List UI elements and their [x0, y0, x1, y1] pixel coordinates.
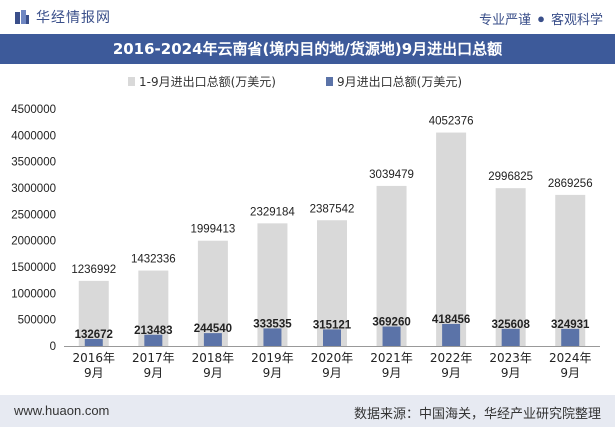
data-label-september: 369260	[372, 317, 410, 329]
bar-total	[138, 270, 169, 346]
data-label-total: 1236992	[71, 264, 116, 276]
bar-september	[442, 323, 461, 346]
brand-logo-icon	[15, 10, 29, 24]
bar-total	[78, 280, 109, 346]
x-tick-label: 9月	[84, 366, 104, 380]
y-tick-label: 3000000	[11, 183, 56, 195]
x-tick-label: 2018年	[192, 351, 235, 365]
slogan-separator: ●	[537, 11, 545, 26]
x-tick-label: 9月	[382, 366, 402, 380]
top-bar: 华经情报网 专业严谨 ● 客观科学	[0, 0, 615, 34]
title-bar: 2016-2024年云南省(境内目的地/货源地)9月进出口总额	[0, 34, 615, 64]
data-label-total: 2869256	[548, 178, 593, 190]
data-label-total: 3039479	[369, 169, 414, 181]
brand: 华经情报网	[14, 8, 111, 26]
data-label-september: 324931	[551, 319, 590, 331]
footer-site: www.huaon.com	[14, 403, 110, 418]
legend-swatch	[128, 77, 135, 86]
bar-total	[555, 194, 586, 346]
bar-september	[501, 328, 520, 346]
footer: www.huaon.com 数据来源：中国海关，华经产业研究院整理	[0, 395, 615, 427]
x-tick-label: 9月	[560, 366, 580, 380]
legend-label: 9月进出口总额(万美元)	[337, 75, 462, 89]
data-label-september: 213483	[134, 325, 172, 337]
data-label-september: 244540	[194, 323, 232, 335]
y-tick-label: 4500000	[11, 104, 56, 116]
x-tick-label: 9月	[203, 366, 223, 380]
slogan-left: 专业严谨	[479, 12, 532, 27]
data-label-total: 4052376	[429, 116, 474, 128]
data-label-september: 333535	[253, 318, 292, 330]
data-label-total: 2996825	[488, 171, 533, 183]
y-tick-label: 4000000	[11, 130, 56, 142]
x-tick-label: 2019年	[251, 351, 294, 365]
data-label-september: 418456	[432, 314, 470, 326]
x-tick-label: 9月	[263, 366, 283, 380]
x-tick-label: 2016年	[73, 351, 116, 365]
bar-total	[197, 240, 228, 346]
legend-swatch	[326, 77, 333, 86]
x-tick-label: 2024年	[549, 351, 592, 365]
data-label-total: 2329184	[250, 206, 295, 218]
data-label-total: 1432336	[131, 254, 176, 266]
data-label-september: 325608	[491, 319, 530, 331]
bar-september	[144, 334, 163, 346]
chart: 1-9月进出口总额(万美元) 9月进出口总额(万美元) 0 500000 1000000…	[11, 75, 600, 380]
footer-source: 数据来源：中国海关，华经产业研究院整理	[353, 406, 601, 421]
x-tick-label: 9月	[501, 366, 521, 380]
bar-total	[317, 220, 347, 346]
x-tick-label: 2020年	[311, 351, 354, 365]
slogan-right: 客观科学	[550, 12, 603, 27]
x-tick-label: 2022年	[430, 351, 473, 365]
x-tick-label: 2023年	[489, 351, 532, 365]
bar-september	[382, 326, 401, 346]
legend-label: 1-9月进出口总额(万美元)	[139, 75, 276, 89]
data-label-september: 132672	[75, 329, 113, 341]
bar-total	[495, 188, 526, 346]
y-tick-label: 3500000	[11, 157, 56, 169]
bar-september	[323, 329, 341, 346]
bar-total	[376, 185, 407, 346]
data-label-september: 315121	[313, 319, 352, 331]
chart-title: 2016-2024年云南省(境内目的地/货源地)9月进出口总额	[112, 40, 503, 58]
bar-september	[203, 333, 222, 346]
y-tick-label: 500000	[18, 315, 56, 327]
y-tick-label: 2000000	[11, 236, 56, 248]
y-tick-label: 2500000	[11, 209, 56, 221]
slogan: 专业严谨 ● 客观科学	[479, 9, 603, 28]
bar-september	[561, 328, 580, 346]
y-tick-label: 0	[50, 341, 56, 353]
bar-september	[263, 328, 282, 346]
x-tick-label: 2021年	[370, 351, 413, 365]
data-label-total: 1999413	[190, 224, 235, 236]
x-tick-label: 9月	[322, 366, 342, 380]
x-tick-label: 2017年	[132, 351, 175, 365]
bar-total	[257, 223, 288, 346]
x-tick-label: 9月	[144, 366, 164, 380]
brand-name: 华经情报网	[36, 9, 111, 25]
y-tick-label: 1500000	[11, 262, 56, 274]
y-tick-label: 1000000	[11, 288, 56, 300]
x-tick-label: 9月	[441, 366, 461, 380]
bar-september	[84, 339, 103, 346]
data-label-total: 2387542	[310, 203, 355, 215]
bar-total	[436, 132, 467, 346]
